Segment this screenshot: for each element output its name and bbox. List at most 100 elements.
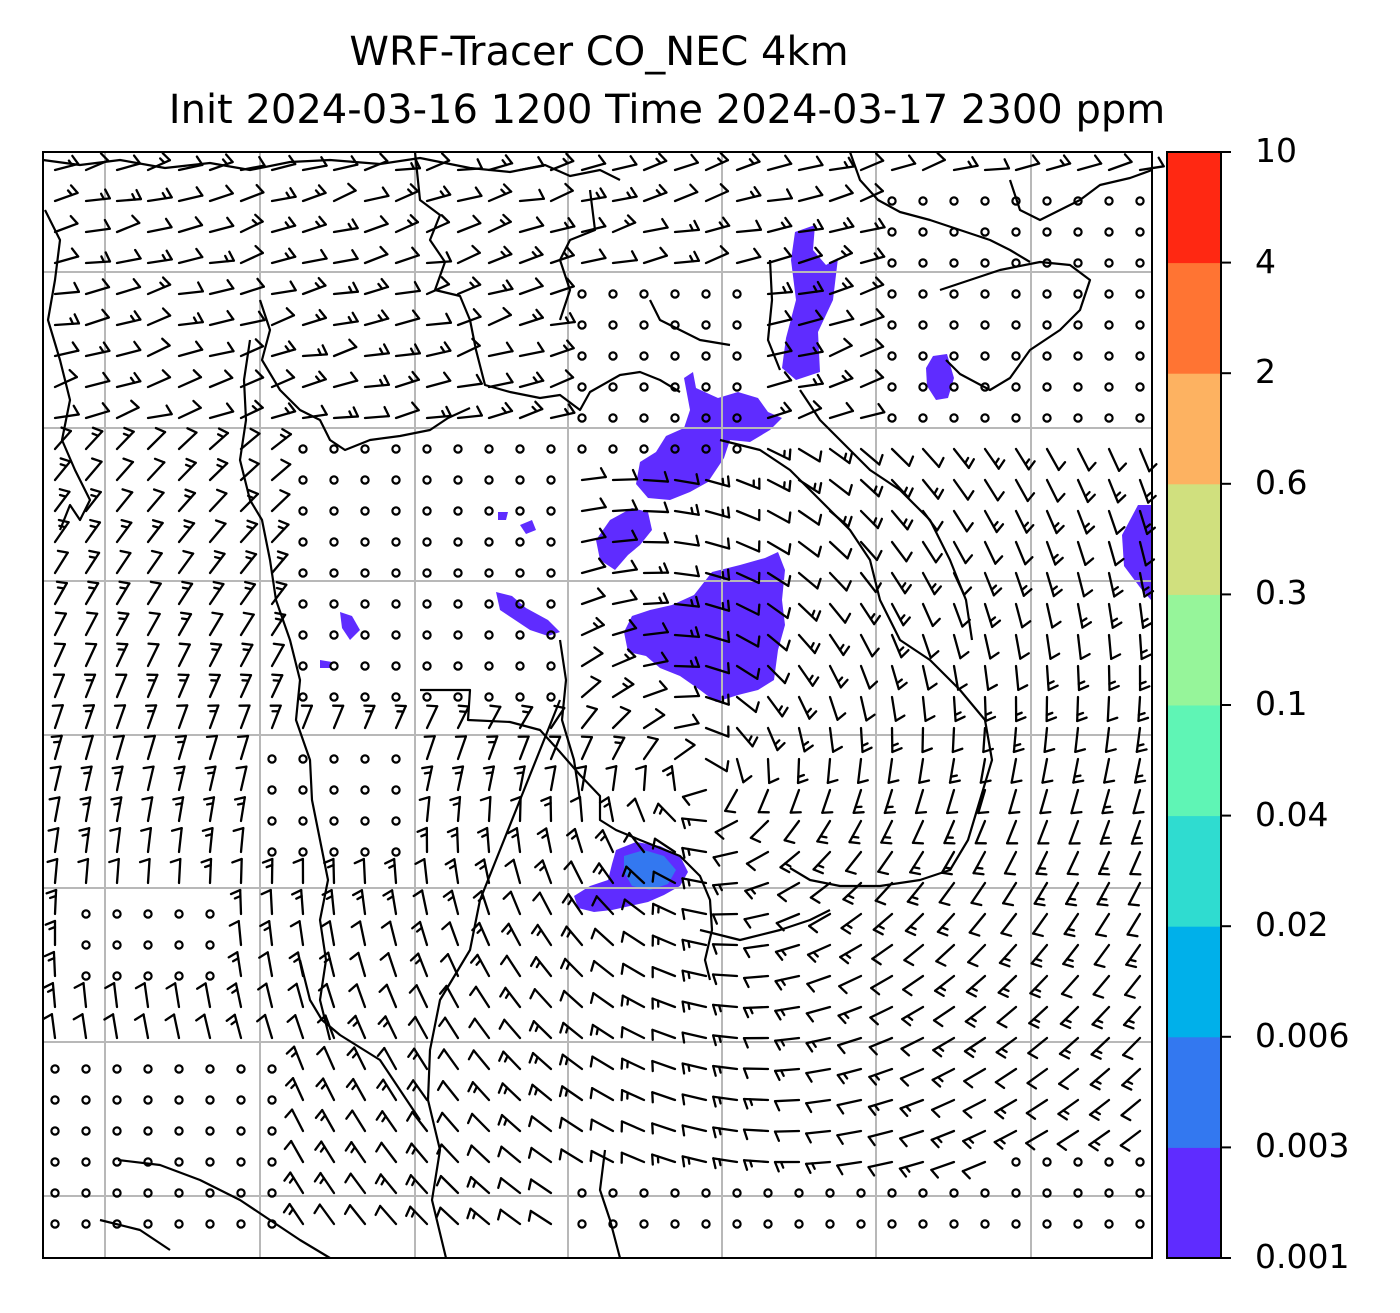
- calm-wind-marker: [205, 1188, 215, 1198]
- wind-barb: [109, 827, 122, 854]
- wind-barb: [377, 1015, 398, 1040]
- wind-barb: [563, 860, 584, 885]
- calm-wind-marker: [329, 847, 339, 857]
- wind-barb: [877, 850, 894, 876]
- calm-wind-marker: [1073, 289, 1083, 299]
- wind-barb: [1045, 154, 1072, 172]
- calm-wind-marker: [732, 1188, 742, 1198]
- wind-barb: [642, 592, 670, 606]
- wind-barb: [783, 819, 801, 844]
- tracer-plume: [636, 372, 782, 500]
- wind-barb: [394, 309, 421, 327]
- wind-barb: [140, 827, 153, 854]
- wind-barb: [270, 550, 289, 575]
- wind-barb: [962, 1129, 987, 1150]
- wind-barb: [467, 1049, 491, 1071]
- wind-barb: [859, 726, 873, 754]
- wind-barb: [620, 994, 646, 1009]
- wind-barb: [673, 250, 701, 265]
- wind-barb: [704, 662, 731, 675]
- wind-barb: [497, 1113, 522, 1133]
- wind-barb: [51, 704, 64, 730]
- coastline-segment: [598, 1149, 622, 1259]
- wind-barb: [724, 788, 739, 814]
- wind-barb: [890, 509, 914, 531]
- wind-barb: [797, 633, 821, 655]
- wind-barb: [580, 616, 605, 637]
- calm-wind-marker: [298, 661, 308, 671]
- wind-barb: [133, 1013, 150, 1040]
- wind-barb: [828, 571, 852, 592]
- wind-barb: [270, 187, 297, 203]
- wind-barb: [994, 1067, 1018, 1090]
- wind-barb: [287, 982, 305, 1009]
- wind-barb: [115, 399, 140, 420]
- wind-barb: [804, 1160, 832, 1175]
- wind-barb: [84, 402, 111, 420]
- wind-barb: [828, 277, 854, 296]
- wind-barb: [45, 888, 58, 916]
- wind-barb: [974, 819, 987, 845]
- wind-barb: [828, 726, 844, 753]
- wind-barb: [948, 757, 961, 784]
- wind-barb: [270, 307, 296, 327]
- wind-barb: [270, 154, 297, 172]
- wind-barb: [874, 881, 894, 906]
- calm-wind-marker: [174, 1188, 184, 1198]
- wind-barb: [208, 488, 228, 513]
- wind-barb: [611, 677, 635, 699]
- wind-barb: [438, 1016, 460, 1040]
- wind-barb: [301, 370, 327, 389]
- calm-wind-marker: [577, 289, 587, 299]
- wind-barb: [880, 819, 894, 845]
- wind-barb: [466, 1175, 491, 1195]
- wind-barb: [589, 1023, 615, 1040]
- wind-barb: [611, 499, 639, 513]
- wind-barb: [900, 1036, 925, 1057]
- wind-barb: [859, 247, 886, 265]
- wind-barb: [605, 765, 618, 792]
- wind-barb: [828, 695, 847, 721]
- wind-barb: [146, 404, 173, 420]
- calm-wind-marker: [918, 227, 928, 237]
- wind-barb: [229, 888, 243, 916]
- calm-wind-marker: [577, 1188, 587, 1198]
- calm-wind-marker: [825, 1219, 835, 1229]
- calm-wind-marker: [546, 568, 556, 578]
- wind-barb: [804, 1129, 832, 1144]
- wind-barb: [451, 765, 465, 792]
- calm-wind-marker: [887, 320, 897, 330]
- wind-barb: [836, 1129, 863, 1145]
- wind-barb: [1014, 540, 1034, 566]
- calm-wind-marker: [205, 1126, 215, 1136]
- wind-barb: [527, 1178, 553, 1195]
- wind-barb: [548, 735, 562, 761]
- calm-wind-marker: [298, 630, 308, 640]
- calm-wind-marker: [267, 816, 277, 826]
- wind-barb: [53, 518, 70, 544]
- calm-wind-marker: [453, 537, 463, 547]
- wind-barb: [301, 248, 328, 265]
- colorbar-tick-label: 0.003: [1255, 1126, 1350, 1166]
- wind-barb: [797, 540, 822, 558]
- wind-barb: [425, 312, 453, 327]
- wind-barb: [506, 827, 522, 854]
- calm-wind-marker: [1042, 1188, 1052, 1198]
- calm-wind-marker: [1073, 196, 1083, 206]
- wind-barb: [651, 1028, 677, 1041]
- calm-wind-marker: [856, 1188, 866, 1198]
- wind-barb: [504, 858, 522, 885]
- wind-barb: [921, 540, 943, 564]
- wind-barb: [53, 642, 67, 668]
- wind-barb: [1088, 1129, 1111, 1152]
- wind-barb: [589, 1149, 615, 1164]
- wind-barb: [970, 881, 987, 907]
- wind-barb: [318, 951, 336, 978]
- calm-wind-marker: [453, 630, 463, 640]
- wind-barb: [456, 373, 483, 389]
- wind-barb: [1090, 1036, 1111, 1060]
- wind-barb: [797, 185, 824, 203]
- wind-barb: [486, 735, 499, 761]
- wind-barb: [642, 708, 666, 730]
- wind-barb: [208, 673, 221, 699]
